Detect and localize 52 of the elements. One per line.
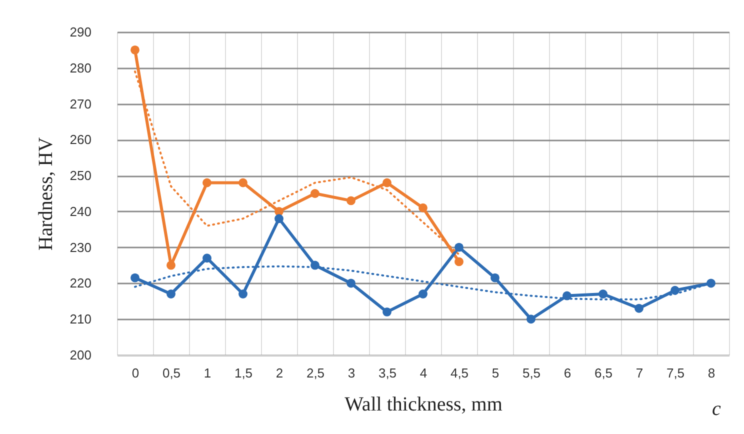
point bbox=[202, 254, 212, 263]
point bbox=[526, 314, 536, 324]
point bbox=[346, 196, 356, 206]
y-tick-label: 280 bbox=[70, 60, 92, 76]
point bbox=[490, 273, 500, 282]
y-tick-label: 260 bbox=[70, 132, 92, 148]
point bbox=[418, 290, 428, 298]
x-tick-label: 0 bbox=[132, 366, 140, 380]
point bbox=[310, 189, 320, 198]
x-tick-label: 5,5 bbox=[522, 366, 541, 380]
point bbox=[346, 278, 356, 288]
x-tick-label: 0,5 bbox=[162, 366, 181, 380]
x-tick-label: 4,5 bbox=[450, 366, 469, 380]
x-tick-label: 6,5 bbox=[594, 366, 613, 380]
x-tick-label: 2,5 bbox=[306, 366, 325, 380]
point bbox=[274, 214, 284, 224]
point bbox=[238, 178, 248, 188]
point bbox=[130, 45, 140, 54]
point bbox=[634, 304, 644, 313]
text: c bbox=[712, 398, 721, 421]
y-tick-label: 240 bbox=[70, 204, 92, 219]
y-tick-label: 250 bbox=[70, 168, 92, 184]
x-tick-label: 6 bbox=[564, 366, 572, 380]
point bbox=[238, 290, 248, 298]
x-tick-label: 2 bbox=[276, 366, 284, 380]
point bbox=[166, 260, 176, 270]
x-tick-label: 3 bbox=[348, 366, 356, 380]
y-tick-label: 230 bbox=[70, 240, 92, 255]
point bbox=[382, 178, 392, 188]
point bbox=[454, 242, 464, 252]
x-tick-label: 1,5 bbox=[234, 366, 253, 380]
y-tick-label: 220 bbox=[70, 276, 92, 291]
y-tick-label: 210 bbox=[70, 312, 92, 327]
x-tick-label: 8 bbox=[708, 366, 716, 380]
point bbox=[130, 273, 140, 282]
x-axis-title: Wall thickness, mm bbox=[344, 394, 503, 416]
y-tick-label: 270 bbox=[70, 96, 92, 112]
x-tick-label: 7,5 bbox=[666, 366, 685, 380]
x-tick-label: 1 bbox=[204, 366, 212, 380]
x-tick-label: 3,5 bbox=[378, 366, 397, 380]
point bbox=[598, 290, 608, 298]
point bbox=[202, 178, 212, 188]
point bbox=[418, 203, 428, 212]
x-tick-label: 4 bbox=[420, 366, 428, 380]
point bbox=[166, 290, 176, 298]
point bbox=[454, 257, 464, 266]
y-tick-label: 290 bbox=[70, 24, 92, 40]
y-tick-label: 200 bbox=[70, 348, 92, 362]
x-tick-label: 7 bbox=[636, 366, 644, 380]
point bbox=[382, 307, 392, 316]
y-axis-title: Hardness, HV bbox=[34, 136, 57, 251]
x-tick-label: 5 bbox=[492, 366, 500, 380]
